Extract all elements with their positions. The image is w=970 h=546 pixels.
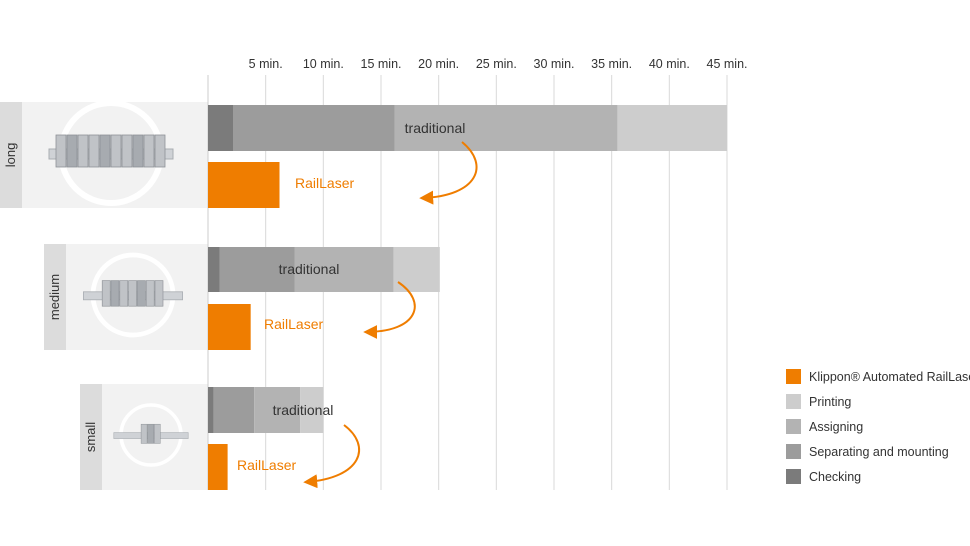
traditional-label: traditional [273,402,334,418]
legend-swatch-printing [786,394,801,409]
x-axis-ticks: 5 min. 10 min. 15 min. 20 min. 25 min. 30 min… [249,57,748,71]
terminal-block-icon [113,403,189,467]
terminal-block [143,134,155,168]
group-label-medium: medium [47,274,62,320]
bars: traditional RailLaser traditional RailLaser… [208,105,727,490]
terminal-block [154,134,166,168]
bar-segment-checking [208,105,234,151]
terminal-block [154,423,161,444]
bar-segment-assigning [394,105,618,151]
terminal-block [132,134,144,168]
legend-label-assigning: Assigning [809,420,863,434]
terminal-block [77,134,89,168]
bar-segment-printing [393,247,440,292]
terminal-block [154,280,164,307]
traditional-label: traditional [279,261,340,277]
terminal-block-icon [48,100,174,206]
bar-segment-assigning [294,247,394,292]
terminal-block [119,280,129,307]
x-tick-label: 5 min. [249,57,283,71]
terminal-block [137,280,146,307]
bar-segment-printing [300,387,324,433]
x-tick-label: 20 min. [418,57,459,71]
terminal-block [128,280,137,307]
reduction-arrow [303,424,361,489]
legend-label-separating: Separating and mounting [809,445,949,459]
terminal-block [101,280,111,307]
terminal-block-icon [82,252,184,338]
terminal-block [145,280,155,307]
bar-segment-separating [213,387,255,433]
bar-segment-checking [208,387,214,433]
bar-raillaser [208,304,251,350]
group-label-tab [0,102,22,208]
terminal-block [99,134,111,168]
x-tick-label: 15 min. [361,57,402,71]
terminal-block [121,134,133,168]
legend-swatch-checking [786,469,801,484]
raillaser-label: RailLaser [295,175,354,191]
bar-raillaser [208,162,280,208]
bar-segment-assigning [254,387,301,433]
x-tick-label: 25 min. [476,57,517,71]
group-label-small: small [83,422,98,452]
terminal-block [110,134,122,168]
raillaser-label: RailLaser [237,457,296,473]
legend-swatch-railLaser [786,369,801,384]
group-panels: long medium small [0,100,208,490]
legend-label-railLaser: Klippon® Automated RailLaser [809,370,970,384]
terminal-block [110,280,120,307]
bar-segment-checking [208,247,220,292]
terminal-block [140,423,148,444]
legend: Klippon® Automated RailLaser Printing Assi… [786,369,970,484]
bar-raillaser [208,444,228,490]
x-tick-label: 10 min. [303,57,344,71]
reduction-arrow [363,281,416,339]
terminal-block [88,134,100,168]
x-tick-label: 40 min. [649,57,690,71]
legend-label-checking: Checking [809,470,861,484]
terminal-block [55,134,67,168]
x-tick-label: 45 min. [707,57,748,71]
reduction-arrow [419,141,478,205]
x-tick-label: 30 min. [534,57,575,71]
legend-label-printing: Printing [809,395,851,409]
bar-segment-separating [233,105,395,151]
group-label-long: long [3,143,18,168]
x-tick-label: 35 min. [591,57,632,71]
bar-segment-separating [219,247,295,292]
group-label-tab [44,244,66,350]
terminal-block [147,423,154,444]
group-label-tab [80,384,102,490]
traditional-label: traditional [405,120,466,136]
bar-segment-printing [617,105,727,151]
legend-swatch-separating [786,444,801,459]
raillaser-label: RailLaser [264,316,323,332]
terminal-block [66,134,78,168]
legend-swatch-assigning [786,419,801,434]
